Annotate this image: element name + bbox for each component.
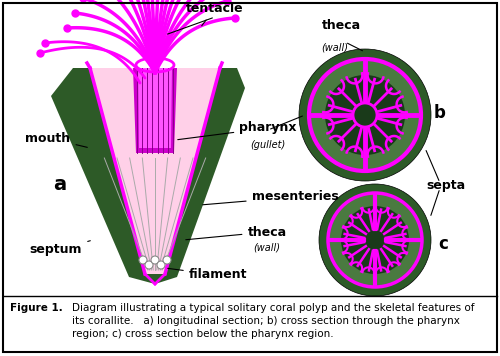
Polygon shape [51, 68, 155, 284]
Polygon shape [138, 68, 172, 148]
Circle shape [299, 49, 431, 181]
Circle shape [328, 193, 422, 287]
Text: theca: theca [186, 225, 286, 240]
Circle shape [366, 231, 384, 249]
Text: septum: septum [30, 241, 90, 257]
Circle shape [145, 261, 153, 269]
Circle shape [309, 59, 421, 171]
Text: tentacle: tentacle [186, 2, 244, 26]
Text: filament: filament [168, 268, 247, 282]
Text: (gullet): (gullet) [250, 140, 286, 150]
Text: c: c [438, 235, 448, 253]
Polygon shape [133, 68, 177, 153]
Circle shape [319, 184, 431, 296]
Circle shape [325, 75, 405, 155]
Text: Diagram illustrating a typical solitary coral polyp and the skeletal features of: Diagram illustrating a typical solitary … [72, 303, 474, 339]
Text: pharynx: pharynx [178, 121, 297, 140]
Text: a: a [54, 176, 66, 194]
Text: theca: theca [322, 19, 361, 32]
Circle shape [157, 261, 165, 269]
Text: mesenteries: mesenteries [203, 190, 338, 205]
Text: mouth: mouth [26, 131, 88, 147]
Text: septa: septa [426, 178, 466, 192]
Circle shape [353, 103, 377, 127]
Circle shape [139, 256, 147, 264]
Circle shape [341, 206, 409, 274]
Text: Figure 1.: Figure 1. [10, 303, 63, 313]
Circle shape [151, 256, 159, 264]
Circle shape [163, 256, 171, 264]
Polygon shape [155, 68, 245, 284]
Text: b: b [434, 104, 446, 122]
Text: (wall): (wall) [254, 243, 280, 253]
Polygon shape [90, 68, 220, 274]
Text: (wall): (wall) [322, 43, 348, 53]
